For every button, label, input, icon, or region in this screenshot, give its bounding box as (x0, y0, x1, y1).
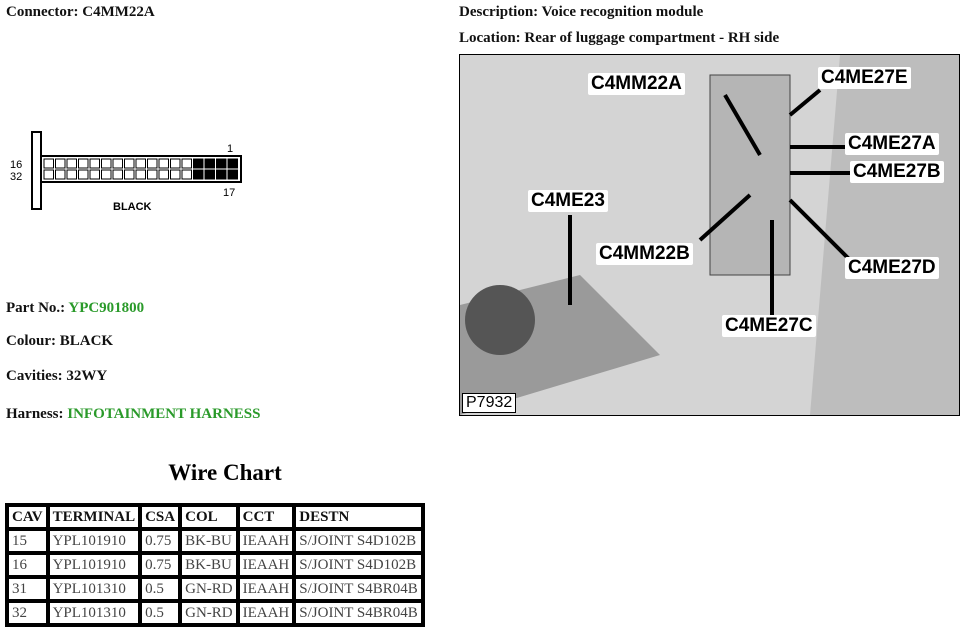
cavity-pin (89, 158, 100, 169)
cavity-pin (89, 169, 100, 180)
table-cell: CAV (5, 503, 50, 531)
table-cell: S/JOINT S4BR04B (292, 599, 425, 627)
description-line: Description: Voice recognition module (459, 4, 704, 20)
table-cell: 0.5 (138, 599, 183, 627)
cavity-pin (124, 169, 135, 180)
photo-label: C4ME27C (722, 315, 816, 337)
table-cell: YPL101310 (45, 575, 143, 603)
table-header-row: CAV TERMINAL CSA COL CCT DESTN (5, 503, 425, 531)
photo-label: C4ME27B (850, 161, 944, 183)
pin-16-label: 16 (10, 159, 22, 171)
pin-17-label: 17 (223, 187, 235, 199)
photo-label: C4ME23 (528, 190, 608, 212)
table-row: 31 YPL101310 0.5 GN-RD IEAAH S/JOINT S4BR04B (5, 575, 425, 603)
cavity-pin (227, 158, 238, 169)
table-cell: BK-BU (178, 551, 240, 579)
cavity-pin (43, 169, 54, 180)
cavity-pin (66, 158, 77, 169)
cavity-pin (158, 169, 169, 180)
table-cell: S/JOINT S4BR04B (292, 575, 425, 603)
connector-diagram: 16 32 1 17 BLACK (10, 131, 242, 213)
table-row: 32 YPL101310 0.5 GN-RD IEAAH S/JOINT S4BR04B (5, 599, 425, 627)
cavity-pin (170, 158, 181, 169)
photo-label: C4MM22A (588, 73, 685, 95)
table-cell: 31 (5, 575, 50, 603)
photo-label: C4MM22B (596, 243, 693, 265)
location-line: Location: Rear of luggage compartment - … (459, 30, 780, 46)
table-cell: TERMINAL (45, 503, 143, 531)
cavity-pin (112, 169, 123, 180)
harness-line: Harness: INFOTAINMENT HARNESS (6, 406, 261, 422)
pin-1-label: 1 (227, 143, 233, 155)
table-cell: 0.75 (138, 551, 183, 579)
diagram-colour-label: BLACK (113, 201, 152, 213)
table-cell: 16 (5, 551, 50, 579)
cavity-pin (204, 158, 215, 169)
table-cell: YPL101910 (45, 551, 143, 579)
photo-label: C4ME27D (845, 257, 939, 279)
table-cell: IEAAH (235, 551, 297, 579)
table-cell: GN-RD (178, 599, 240, 627)
cavity-pin (147, 158, 158, 169)
table-cell: CCT (235, 503, 297, 531)
part-number: Part No.: YPC901800 (6, 300, 145, 316)
table-cell: IEAAH (235, 599, 297, 627)
table-cell: BK-BU (178, 527, 240, 555)
cavity-pin (216, 158, 227, 169)
table-cell: S/JOINT S4D102B (292, 551, 425, 579)
cavity-pin (170, 169, 181, 180)
cavity-pin (158, 158, 169, 169)
table-cell: CSA (138, 503, 183, 531)
table-cell: 0.75 (138, 527, 183, 555)
table-row: 16 YPL101910 0.75 BK-BU IEAAH S/JOINT S4D102B (5, 551, 425, 579)
cavity-pin (193, 169, 204, 180)
cavity-pin (135, 169, 146, 180)
cavity-pin (124, 158, 135, 169)
photo-label: C4ME27E (818, 67, 911, 89)
wire-chart-table: CAV TERMINAL CSA COL CCT DESTN 15 YPL101910 0.75… (5, 503, 425, 627)
cavity-pin (193, 158, 204, 169)
cavity-pin (101, 158, 112, 169)
table-cell: IEAAH (235, 527, 297, 555)
table-cell: IEAAH (235, 575, 297, 603)
cavity-pin (55, 158, 66, 169)
cavity-pin (204, 169, 215, 180)
cavity-pin (112, 158, 123, 169)
table-cell: DESTN (292, 503, 425, 531)
wire-chart-title: Wire Chart (168, 460, 282, 485)
table-cell: GN-RD (178, 575, 240, 603)
cavity-pin (135, 158, 146, 169)
table-cell: S/JOINT S4D102B (292, 527, 425, 555)
cavity-pin (216, 169, 227, 180)
cavity-pin (43, 158, 54, 169)
cavity-pin (181, 158, 192, 169)
table-cell: 15 (5, 527, 50, 555)
table-cell: 0.5 (138, 575, 183, 603)
photo-label: C4ME27A (845, 133, 939, 155)
cavity-pin (101, 169, 112, 180)
photo-id: P7932 (462, 393, 517, 413)
cavity-pin (78, 158, 89, 169)
table-row: 15 YPL101910 0.75 BK-BU IEAAH S/JOINT S4D102B (5, 527, 425, 555)
table-cell: YPL101910 (45, 527, 143, 555)
connector-line: Connector: C4MM22A (6, 4, 155, 20)
cavity-pin (147, 169, 158, 180)
cavity-pin (181, 169, 192, 180)
colour-line: Colour: BLACK (6, 333, 114, 349)
pin-32-label: 32 (10, 171, 22, 183)
table-cell: YPL101310 (45, 599, 143, 627)
cavity-pin (55, 169, 66, 180)
table-cell: COL (178, 503, 240, 531)
table-cell: 32 (5, 599, 50, 627)
cavity-pin (227, 169, 238, 180)
cavity-pin (66, 169, 77, 180)
location-photo: C4MM22A C4ME27E C4ME27A C4ME27B C4ME23 C… (459, 54, 960, 416)
cavity-pin (78, 169, 89, 180)
cavities-line: Cavities: 32WY (6, 368, 108, 384)
